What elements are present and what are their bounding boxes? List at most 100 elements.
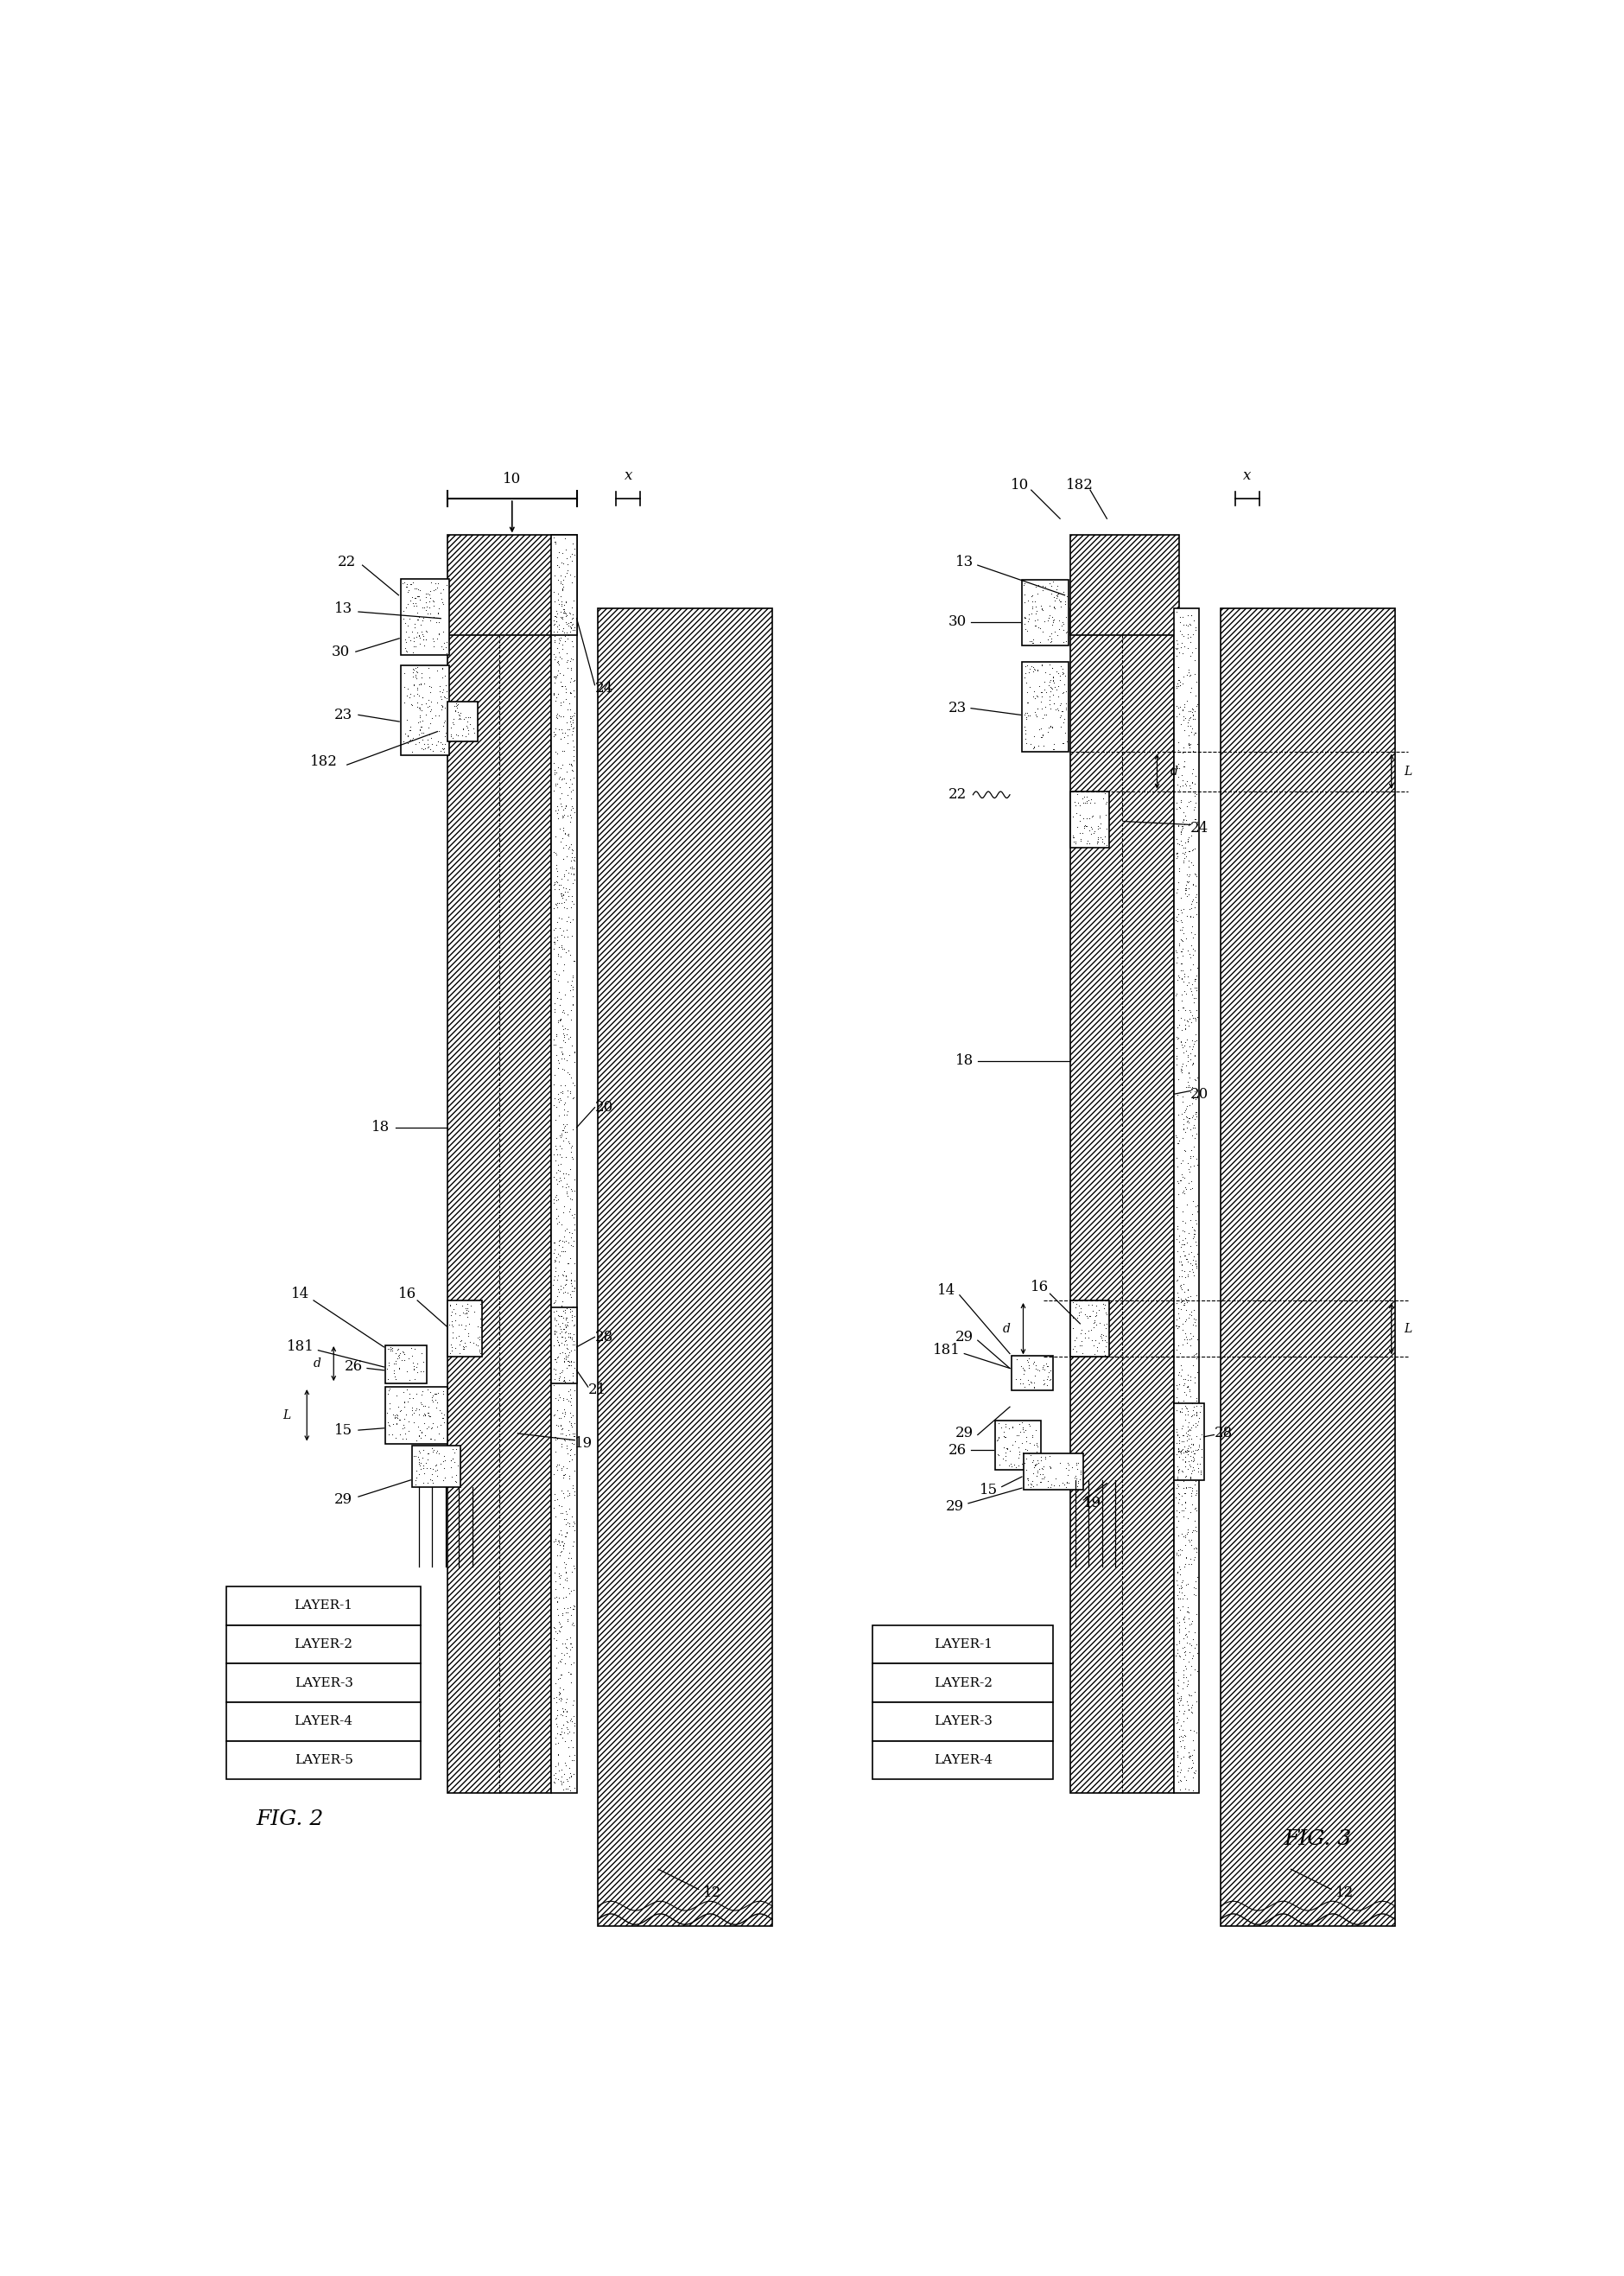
- Point: [406, 1457, 432, 1493]
- Point: [1182, 1395, 1208, 1432]
- Point: [549, 1580, 575, 1616]
- Point: [422, 1434, 448, 1470]
- Point: [1039, 662, 1065, 699]
- Bar: [1070, 792, 1108, 849]
- Point: [403, 569, 429, 605]
- Point: [557, 1254, 583, 1290]
- Point: [546, 758, 572, 794]
- Point: [1182, 1393, 1208, 1429]
- Point: [1166, 1243, 1192, 1279]
- Point: [1174, 967, 1200, 1004]
- Point: [547, 1407, 573, 1443]
- Point: [544, 1277, 570, 1313]
- Point: [1012, 564, 1038, 601]
- Point: [544, 1482, 570, 1518]
- Point: [437, 1297, 463, 1334]
- Point: [1169, 1702, 1195, 1739]
- Point: [544, 1306, 570, 1343]
- Point: [411, 1395, 437, 1432]
- Point: [1013, 1361, 1039, 1397]
- Point: [554, 1436, 580, 1473]
- Point: [424, 1445, 450, 1482]
- Point: [1168, 822, 1194, 858]
- Point: [1182, 1250, 1208, 1286]
- Point: [398, 708, 424, 744]
- Point: [1168, 1568, 1194, 1605]
- Point: [408, 667, 434, 703]
- Point: [375, 1347, 401, 1384]
- Point: [1181, 1120, 1207, 1156]
- Point: [549, 733, 575, 769]
- Point: [1173, 1416, 1199, 1452]
- Point: [1164, 1020, 1190, 1056]
- Point: [1182, 1418, 1208, 1454]
- Point: [562, 1436, 588, 1473]
- Text: 30: 30: [948, 615, 966, 628]
- Point: [542, 683, 568, 719]
- Point: [1093, 785, 1119, 822]
- Point: [554, 1113, 580, 1149]
- Point: [1043, 580, 1069, 617]
- Point: [1169, 1687, 1195, 1723]
- Point: [430, 1397, 456, 1434]
- Point: [560, 972, 586, 1008]
- Point: [551, 1500, 577, 1536]
- Point: [1036, 596, 1062, 633]
- Point: [430, 678, 456, 715]
- Point: [1171, 1252, 1197, 1288]
- Point: [1173, 1684, 1199, 1721]
- Point: [1017, 1407, 1043, 1443]
- Point: [1038, 619, 1064, 655]
- Point: [1177, 974, 1203, 1011]
- Point: [450, 1295, 476, 1331]
- Point: [1080, 1293, 1106, 1329]
- Point: [559, 901, 585, 938]
- Point: [1168, 922, 1194, 958]
- Point: [1184, 1450, 1210, 1486]
- Point: [401, 1361, 427, 1397]
- Point: [1169, 1498, 1195, 1534]
- Point: [1177, 1495, 1203, 1532]
- Point: [404, 669, 430, 706]
- Point: [552, 765, 578, 801]
- Point: [555, 1156, 581, 1193]
- Point: [1176, 1372, 1202, 1409]
- Point: [1179, 947, 1205, 983]
- Point: [1164, 1484, 1190, 1520]
- Point: [1163, 785, 1189, 822]
- Text: 23: 23: [335, 708, 352, 721]
- Point: [422, 1452, 448, 1489]
- Point: [1177, 1712, 1203, 1748]
- Point: [1030, 1347, 1056, 1384]
- Point: [1171, 974, 1197, 1011]
- Point: [1164, 630, 1190, 667]
- Point: [411, 1450, 437, 1486]
- Point: [1082, 1322, 1108, 1359]
- Point: [390, 1407, 416, 1443]
- Point: [560, 662, 586, 699]
- Bar: [401, 665, 448, 756]
- Point: [1013, 646, 1039, 683]
- Point: [1184, 1147, 1210, 1184]
- Point: [438, 1443, 464, 1479]
- Point: [560, 610, 586, 646]
- Point: [447, 701, 473, 737]
- Point: [551, 1475, 577, 1511]
- Point: [1020, 649, 1046, 685]
- Point: [1177, 1131, 1203, 1168]
- Point: [1086, 799, 1112, 835]
- Point: [1017, 696, 1043, 733]
- Point: [1015, 1425, 1041, 1461]
- Point: [380, 1352, 406, 1388]
- Point: [552, 1067, 578, 1104]
- Point: [557, 1755, 583, 1791]
- Point: [1038, 708, 1064, 744]
- Point: [551, 1343, 577, 1379]
- Point: [547, 1680, 573, 1716]
- Point: [1177, 608, 1203, 644]
- Point: [1177, 1397, 1203, 1434]
- Point: [1049, 605, 1075, 642]
- Point: [1028, 1438, 1054, 1475]
- Point: [544, 792, 570, 828]
- Point: [1177, 1227, 1203, 1263]
